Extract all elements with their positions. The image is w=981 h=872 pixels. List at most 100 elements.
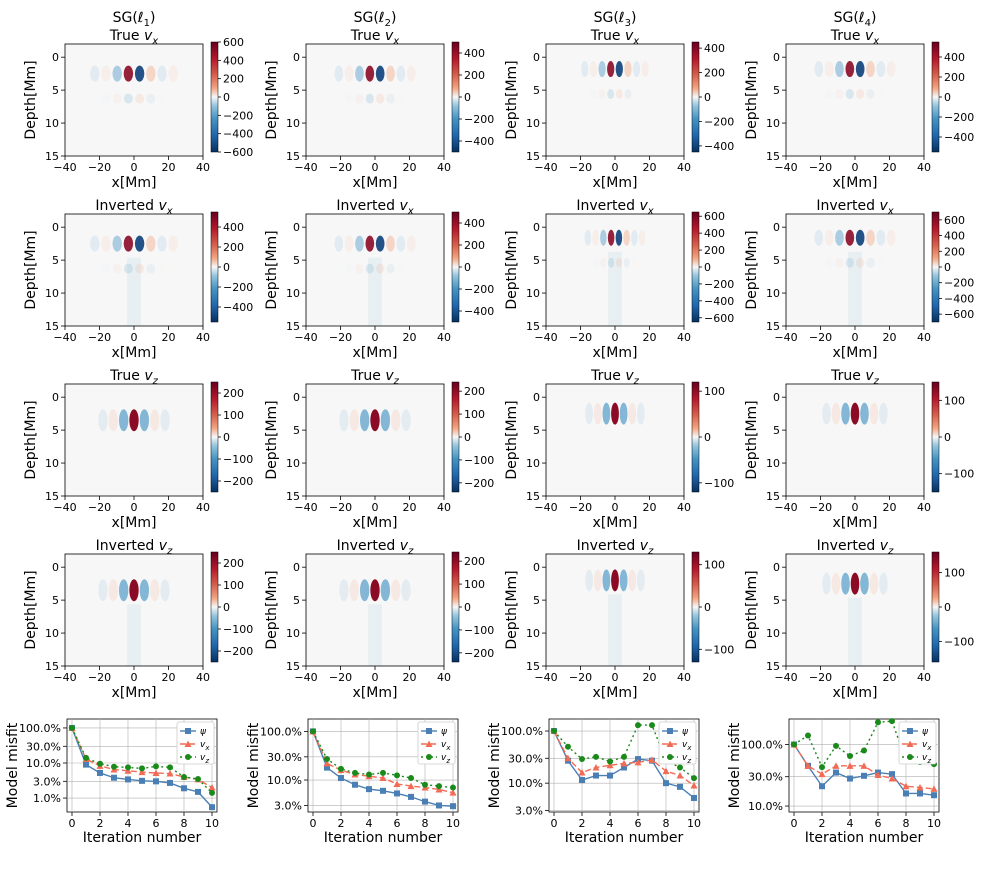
x-tick-label: 20	[643, 331, 657, 344]
heatmap-lobe	[118, 409, 129, 432]
y-axis-label: Depth[Mm]	[264, 230, 280, 309]
heatmap-lobe	[602, 402, 611, 425]
y-tick-label: 10	[766, 117, 780, 130]
heatmap-lobe	[611, 569, 619, 592]
heatmap-lobe	[879, 572, 888, 595]
x-tick-label: 0	[612, 671, 619, 684]
colorbar-tick-label: 100	[464, 578, 485, 591]
series-marker	[649, 722, 655, 729]
heatmap-field	[584, 229, 646, 326]
heatmap-lobe-secondary	[615, 89, 623, 100]
colorbar-tick-label: −400	[223, 128, 253, 141]
x-tick-label: 20	[883, 331, 897, 344]
x-tick-label: −40	[774, 331, 797, 344]
x-tick-label: 6	[635, 817, 642, 830]
legend-label: vz	[922, 753, 931, 765]
colorbar-tick-label: 200	[223, 557, 244, 570]
heatmap-field	[822, 572, 888, 666]
heatmap-lobe-secondary	[101, 94, 110, 104]
legend-marker	[426, 728, 432, 734]
heatmap-lobe	[879, 402, 888, 425]
x-tick-label: 4	[366, 817, 373, 830]
legend-marker	[185, 728, 191, 734]
series-marker	[578, 769, 586, 776]
x-axis-label: Iteration number	[324, 830, 443, 846]
heatmap-lobe-secondary	[407, 94, 415, 104]
colorbar-tick-label: 200	[464, 385, 485, 398]
heatmap-field	[585, 569, 645, 666]
heatmap-panel: Inverted vz−40 −20 0 20 40x[Mm]051015Depth[M…	[744, 538, 974, 701]
heatmap-field	[334, 235, 416, 326]
heatmap-background	[306, 44, 444, 156]
colorbar-tick-label: −200	[223, 109, 253, 122]
heatmap-lobe	[98, 579, 108, 602]
y-tick-label: 15	[766, 660, 780, 673]
y-tick-label: 5	[52, 424, 59, 437]
colorbar-tick-label: −200	[464, 283, 494, 296]
heatmap-lobe-secondary	[158, 94, 167, 104]
series-marker	[902, 782, 910, 790]
heatmap-lobe	[90, 235, 100, 252]
colorbar	[691, 551, 700, 663]
heatmap-lobe	[886, 61, 896, 78]
heatmap-title: Inverted vz	[817, 538, 894, 557]
legend-marker	[184, 740, 192, 747]
y-tick-label: 5	[533, 84, 540, 97]
heatmap-lobe	[615, 229, 623, 246]
x-axis-label: x[Mm]	[353, 685, 398, 701]
x-tick-label: 10	[687, 817, 701, 830]
colorbar-tick-label: −200	[944, 277, 974, 290]
colorbar-tick-label: 0	[464, 91, 471, 104]
heatmap-lobe-secondary	[407, 264, 415, 274]
heatmap-lobe	[157, 235, 167, 252]
x-axis-label: x[Mm]	[112, 345, 157, 361]
colorbar-tick-label: 100	[704, 559, 725, 572]
y-tick-label: 0	[533, 221, 540, 234]
series-marker	[97, 760, 103, 767]
colorbar-tick-label: −200	[944, 111, 974, 124]
y-axis-label: Depth[Mm]	[504, 230, 520, 309]
colorbar-tick-label: −200	[464, 477, 494, 490]
x-tick-label: 0	[310, 817, 317, 830]
colorbar-tick-label: 200	[223, 387, 244, 400]
heatmap-lobe	[822, 402, 831, 425]
x-tick-label: 0	[612, 161, 619, 174]
colorbar	[691, 381, 700, 493]
x-tick-label: 40	[437, 331, 451, 344]
column-title: SG(ℓ2)	[354, 10, 397, 29]
heatmap-lobe-secondary	[633, 89, 640, 99]
colorbar-tick-label: −400	[464, 135, 494, 148]
x-tick-label: 40	[437, 161, 451, 174]
heatmap-title: Inverted vz	[337, 538, 414, 557]
series-marker	[565, 743, 571, 750]
x-tick-label: 20	[883, 501, 897, 514]
x-tick-label: 10	[927, 817, 941, 830]
heatmap-lobe	[866, 229, 875, 246]
x-tick-label: 40	[917, 671, 931, 684]
series-marker	[620, 759, 628, 767]
x-tick-label: 20	[162, 161, 176, 174]
y-tick-label: 0	[293, 221, 300, 234]
series-marker	[394, 772, 400, 779]
heatmap-lobe-secondary	[598, 89, 606, 100]
colorbar-tick-label: 200	[464, 69, 485, 82]
x-tick-label: −20	[809, 331, 832, 344]
legend-marker	[907, 754, 913, 760]
heatmap-lobe	[585, 569, 594, 592]
legend-label: vz	[200, 753, 209, 765]
y-tick-label: 15	[286, 150, 300, 163]
y-tick-label: 5	[533, 424, 540, 437]
series-marker	[153, 778, 159, 785]
heatmap-lobe-secondary	[631, 258, 637, 268]
heatmap-lobe	[619, 402, 628, 425]
heatmap-title: Inverted vx	[95, 198, 172, 217]
y-tick-label: 3.0%	[274, 799, 302, 812]
y-tick-label: 30.0%	[508, 752, 543, 765]
series-marker	[648, 756, 656, 763]
x-tick-label: 0	[612, 501, 619, 514]
series-marker	[917, 790, 923, 797]
heatmap-background	[306, 214, 444, 326]
colorbar-tick-label: 400	[944, 230, 965, 243]
